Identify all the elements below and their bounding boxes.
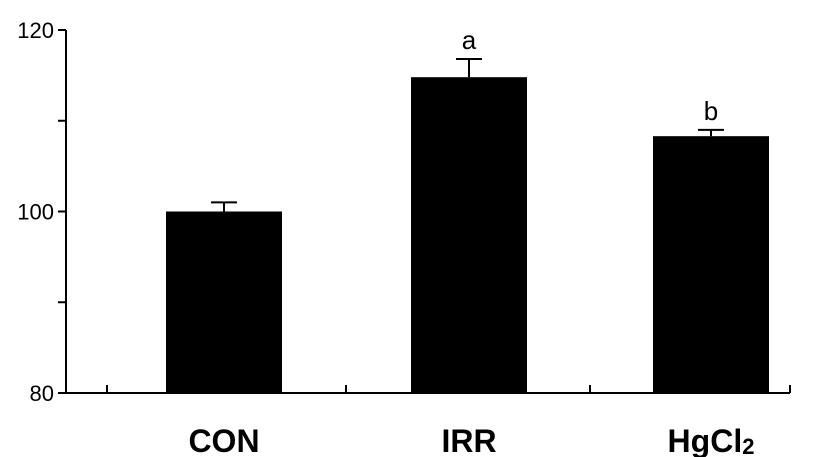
significance-label: a [462, 25, 477, 55]
significance-label: b [704, 96, 718, 126]
bar-irr [411, 77, 527, 393]
bar-hgcl2 [653, 136, 769, 394]
chart-labels: 80 100 120 CON a IRR b HgCl2 [17, 18, 754, 457]
category-label: IRR [441, 423, 496, 457]
chart-bars [166, 58, 769, 394]
category-label: HgCl2 [668, 423, 755, 457]
bar-con [166, 211, 282, 393]
category-label: CON [188, 423, 259, 457]
y-tick-label: 120 [17, 18, 54, 43]
y-tick-label: 100 [17, 200, 54, 225]
y-tick-label: 80 [30, 381, 54, 406]
